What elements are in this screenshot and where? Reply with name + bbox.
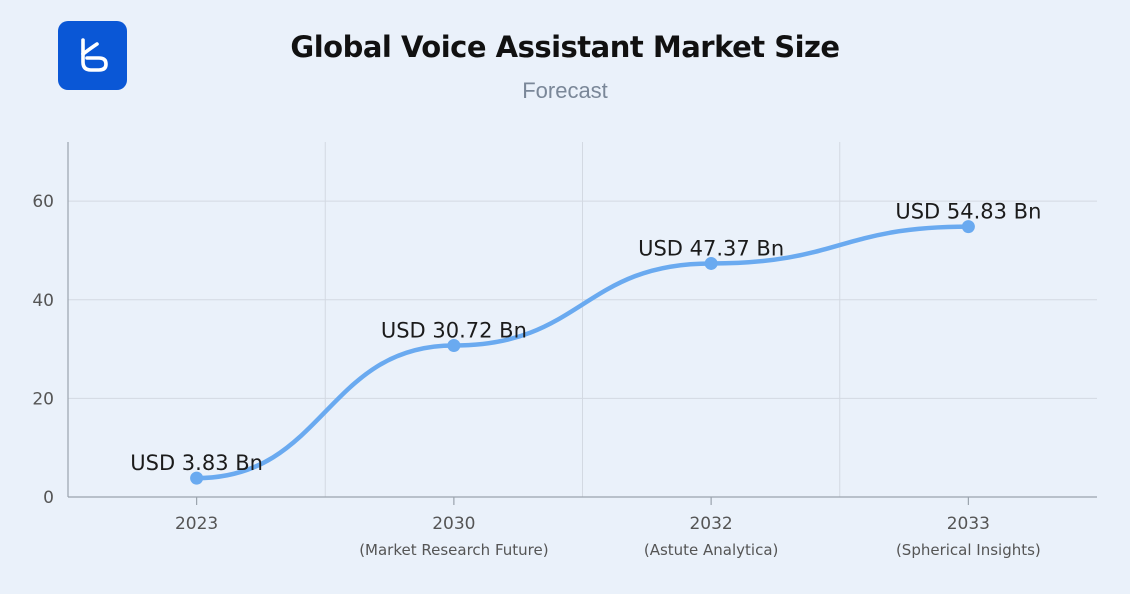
data-label: USD 47.37 Bn	[638, 236, 784, 260]
x-tick-label: 2033	[947, 514, 990, 534]
data-label: USD 3.83 Bn	[130, 451, 263, 475]
series-line	[194, 224, 971, 481]
x-tick-label: 2030	[432, 514, 475, 534]
logo-b-icon	[80, 37, 108, 72]
data-point	[961, 220, 975, 234]
data-point	[447, 339, 461, 353]
x-tick-label: 2023	[175, 514, 218, 534]
x-tick-sublabel: (Market Research Future)	[359, 541, 548, 559]
data-label: USD 30.72 Bn	[381, 319, 527, 343]
data-point	[704, 256, 718, 270]
y-tick-label: 40	[32, 291, 54, 311]
y-tick-label: 0	[43, 488, 54, 508]
y-tick-label: 60	[32, 192, 54, 212]
chart-title: Global Voice Assistant Market Size	[290, 30, 840, 64]
data-label: USD 54.83 Bn	[895, 200, 1041, 224]
x-tick-label: 2032	[689, 514, 732, 534]
data-point	[190, 471, 204, 485]
y-tick-label: 20	[32, 389, 54, 409]
x-tick-sublabel: (Astute Analytica)	[644, 541, 779, 559]
chart-subtitle: Forecast	[522, 78, 608, 103]
brand-logo	[58, 21, 127, 90]
x-tick-sublabel: (Spherical Insights)	[896, 541, 1041, 559]
